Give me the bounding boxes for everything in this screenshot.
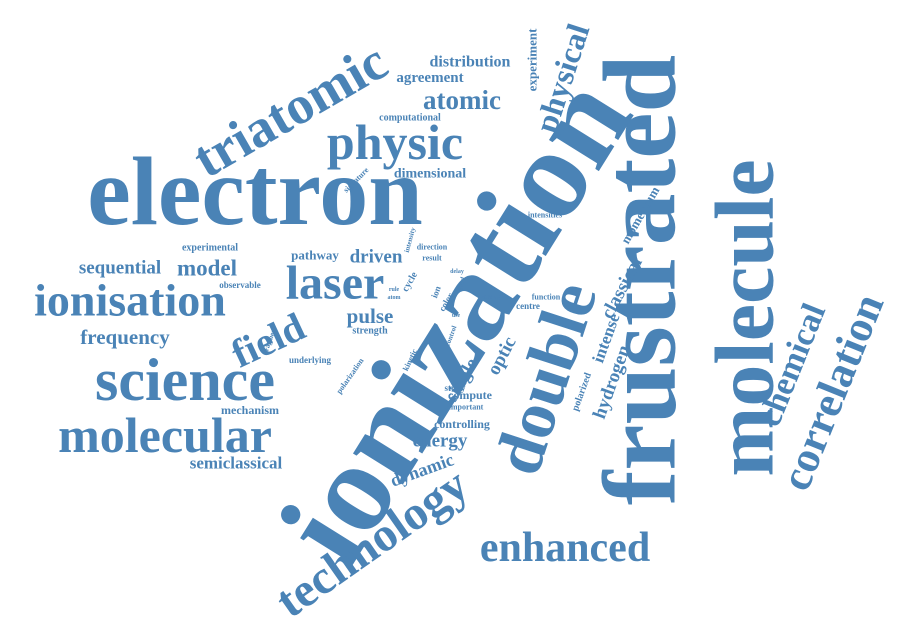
word: physic xyxy=(327,114,463,170)
word: atom xyxy=(388,295,401,301)
word: study xyxy=(444,383,466,393)
word: laser xyxy=(286,257,385,310)
word: controlling xyxy=(434,417,490,431)
word: important xyxy=(449,403,484,412)
word: enhanced xyxy=(480,525,650,571)
word: strong xyxy=(482,293,501,301)
word: compute xyxy=(448,388,493,402)
word: energy xyxy=(413,431,468,452)
word: driven xyxy=(350,247,403,268)
word: experiment xyxy=(525,28,540,91)
word: computational xyxy=(379,113,441,124)
word: ionisation xyxy=(34,275,226,326)
word: experimental xyxy=(182,243,238,254)
word: dimensional xyxy=(394,167,466,182)
word: strength xyxy=(352,326,388,337)
word: frequency xyxy=(80,325,170,349)
word: distribution xyxy=(430,54,511,71)
word: atomic xyxy=(423,85,501,115)
word: electron xyxy=(87,138,423,246)
word: underlying xyxy=(289,355,332,365)
word: mechanism xyxy=(221,403,279,417)
word: result xyxy=(422,254,442,263)
word: function xyxy=(532,293,561,302)
word: use xyxy=(452,313,461,319)
word: intensities xyxy=(528,211,562,220)
word: molecule xyxy=(699,159,792,476)
word: pulse xyxy=(347,304,394,328)
word: observable xyxy=(219,280,261,290)
word: delay xyxy=(450,269,464,275)
word: ion xyxy=(429,285,443,300)
word: centre xyxy=(516,301,540,311)
word: direction xyxy=(417,243,448,252)
word: agreement xyxy=(396,70,463,86)
word: molecular xyxy=(58,407,272,463)
word: frustrated xyxy=(583,55,698,506)
word: sequential xyxy=(79,258,161,279)
word: rule xyxy=(389,287,400,293)
word: pathway xyxy=(291,248,339,263)
word: semiclassical xyxy=(190,454,283,473)
word: model xyxy=(177,256,237,281)
word: science xyxy=(95,347,275,413)
